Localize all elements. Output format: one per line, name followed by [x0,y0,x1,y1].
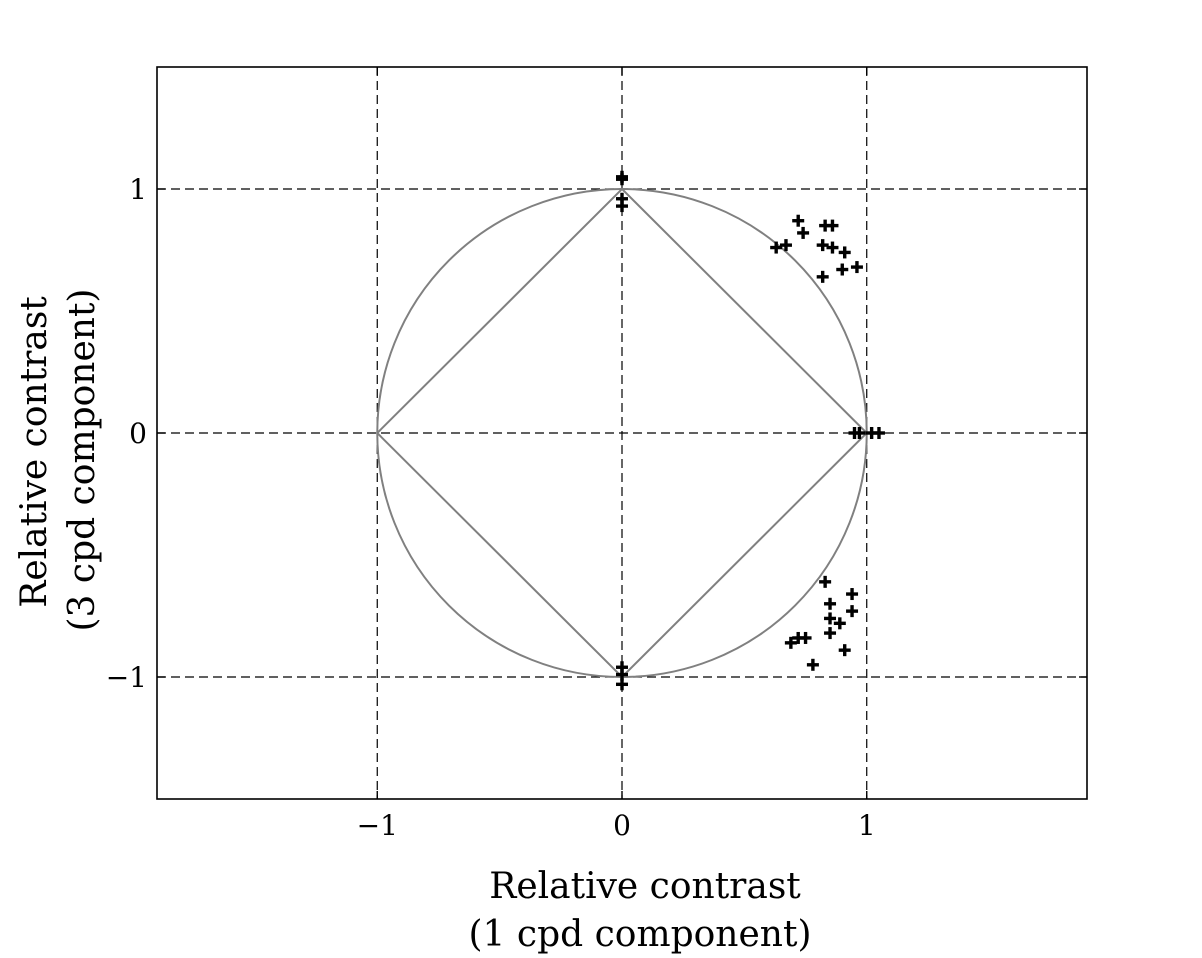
data-point [833,617,846,630]
axis-ticks: −1 0 1 1 0 −1 [106,67,1087,842]
data-point [872,427,885,439]
data-point [616,200,628,213]
x-tick-label: −1 [357,809,398,842]
data-point [819,575,832,588]
data-point [838,246,851,259]
data-point [824,597,837,610]
data-point [824,627,837,640]
x-tick-label: 0 [613,809,631,842]
data-point [816,270,829,283]
data-point [797,226,810,239]
x-axis-title-line1: Relative contrast [489,866,801,907]
data-point [806,658,819,671]
y-axis-title-line2-group: (3 cpd component) [62,289,103,632]
data-point [616,678,628,691]
data-point [616,173,628,186]
data-point [792,631,805,644]
data-point [838,644,851,657]
y-tick-label: 1 [129,173,147,206]
y-axis-title-line1: Relative contrast [14,296,55,608]
data-point [846,588,859,601]
data-point [846,605,859,618]
data-point [792,214,805,227]
data-point [824,612,837,625]
data-point [784,636,797,649]
data-points [616,170,885,691]
data-point [836,263,849,276]
data-point [779,239,792,252]
x-axis-title-line2: (1 cpd component) [469,914,812,955]
y-axis-title-line2: (3 cpd component) [62,289,103,632]
y-axis-title: Relative contrast [14,296,55,608]
y-tick-label: −1 [106,661,147,694]
data-point [826,241,839,254]
y-tick-label: 0 [129,417,147,450]
data-point [850,261,863,274]
x-tick-label: 1 [858,809,876,842]
data-point [816,239,829,252]
data-point [853,427,866,439]
data-point [770,241,783,254]
data-point [826,219,839,232]
